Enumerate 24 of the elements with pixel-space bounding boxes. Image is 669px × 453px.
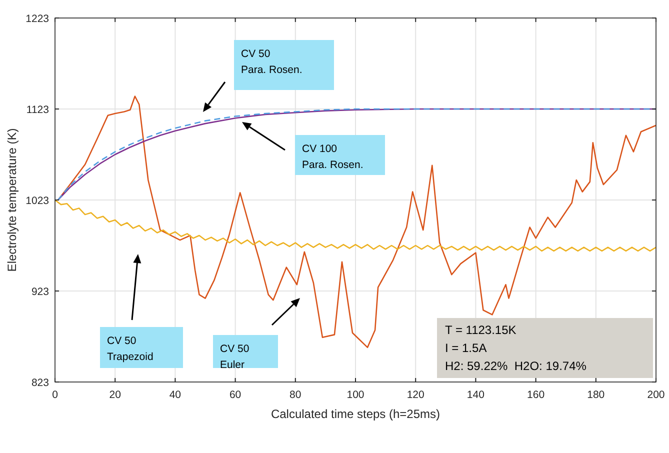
x-tick-label: 120	[406, 389, 425, 401]
y-tick-label: 1023	[26, 195, 50, 207]
x-tick-label: 80	[290, 389, 302, 401]
x-tick-label: 60	[229, 389, 242, 401]
x-tick-label: 140	[466, 389, 485, 401]
x-tick-label: 0	[52, 389, 58, 401]
x-tick-label: 100	[346, 389, 364, 401]
x-tick-label: 200	[647, 389, 665, 401]
annotation: T = 1123.15K I = 1.5A H2: 59.22% H2O: 19.74%	[445, 323, 587, 373]
x-tick-label: 40	[169, 389, 182, 401]
annotation: CV 50 Euler	[220, 343, 250, 371]
y-axis-title: Electrolyte temperature (K)	[5, 128, 19, 272]
y-tick-label: 1223	[26, 13, 50, 25]
annotation: CV 100 Para. Rosen.	[302, 143, 364, 171]
y-tick-label: 1123	[26, 104, 50, 116]
annotation: CV 50 Para. Rosen.	[241, 48, 302, 76]
x-axis-title: Calculated time steps (h=25ms)	[270, 407, 440, 421]
line-series	[54, 199, 657, 252]
x-tick-label: 20	[109, 389, 122, 401]
y-tick-label: 923	[31, 286, 50, 298]
annotation: CV 50 Trapezoid	[107, 335, 154, 363]
x-tick-label: 180	[587, 389, 605, 401]
x-tick-label: 160	[527, 389, 545, 401]
y-tick-label: 823	[31, 377, 50, 389]
